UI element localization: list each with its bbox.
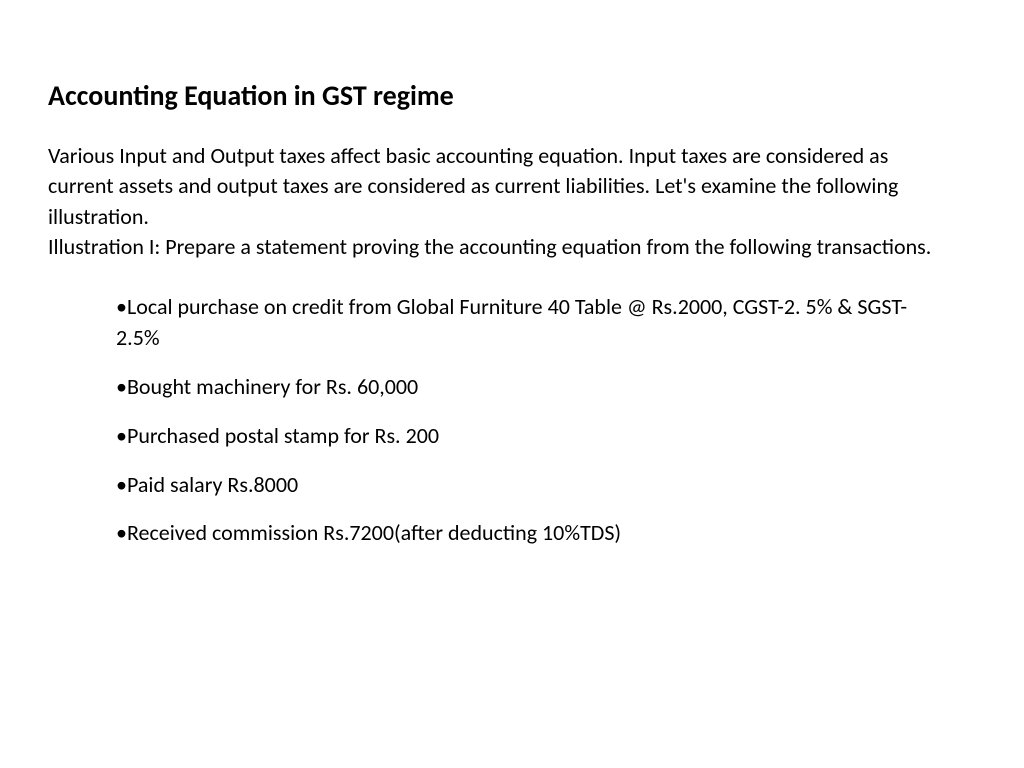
- bullet-marker: •: [116, 373, 127, 400]
- intro-paragraph: Various Input and Output taxes affect ba…: [48, 141, 948, 262]
- list-item: •Paid salary Rs.8000: [116, 470, 928, 501]
- page-title: Accounting Equation in GST regime: [48, 78, 976, 113]
- list-item: •Bought machinery for Rs. 60,000: [116, 372, 928, 403]
- list-item-text: Purchased postal stamp for Rs. 200: [127, 422, 439, 449]
- list-item: •Local purchase on credit from Global Fu…: [116, 292, 928, 354]
- list-item: •Received commission Rs.7200(after deduc…: [116, 518, 928, 549]
- bullet-marker: •: [116, 519, 127, 546]
- list-item-text: Bought machinery for Rs. 60,000: [127, 373, 418, 400]
- list-item: •Purchased postal stamp for Rs. 200: [116, 421, 928, 452]
- list-item-text: Received commission Rs.7200(after deduct…: [127, 519, 621, 546]
- list-item-text: Local purchase on credit from Global Fur…: [116, 293, 907, 351]
- list-item-text: Paid salary Rs.8000: [127, 471, 298, 498]
- bullet-marker: •: [116, 471, 127, 498]
- bullet-marker: •: [116, 293, 127, 320]
- bullet-marker: •: [116, 422, 127, 449]
- bullet-list: •Local purchase on credit from Global Fu…: [48, 292, 928, 549]
